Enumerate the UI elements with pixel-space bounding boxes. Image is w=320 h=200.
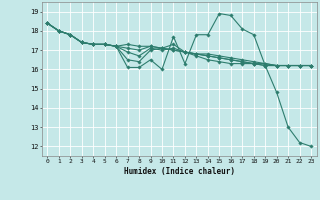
X-axis label: Humidex (Indice chaleur): Humidex (Indice chaleur) (124, 167, 235, 176)
